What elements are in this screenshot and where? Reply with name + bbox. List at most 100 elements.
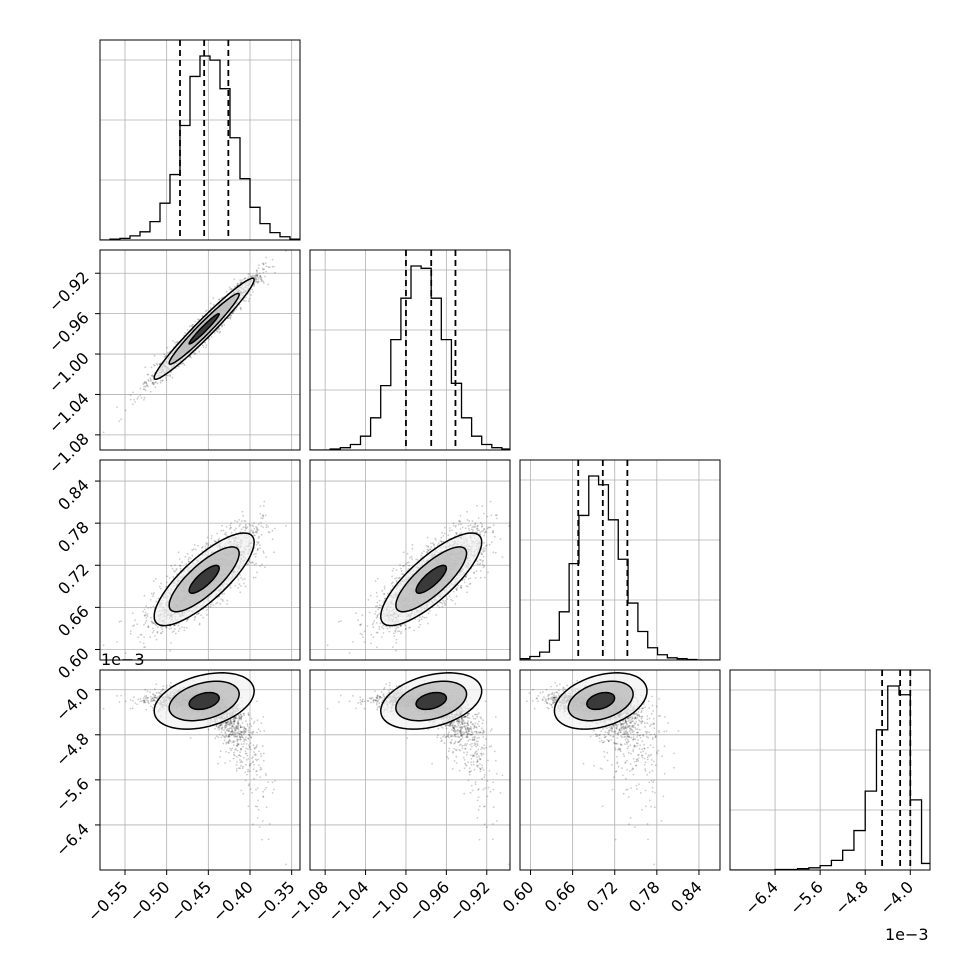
- sample-point: [212, 297, 215, 299]
- sample-point: [120, 620, 123, 622]
- sample-point: [191, 549, 194, 552]
- sample-point: [144, 366, 147, 369]
- sample-point: [116, 641, 118, 643]
- sample-point: [152, 383, 155, 386]
- sample-point: [152, 627, 154, 630]
- sample-point: [255, 562, 257, 565]
- sample-point: [264, 275, 266, 278]
- sample-point: [193, 353, 196, 356]
- sample-point: [262, 514, 265, 516]
- sample-point: [262, 263, 265, 266]
- sample-point: [259, 565, 262, 567]
- sample-point: [243, 278, 246, 280]
- sample-point: [169, 375, 172, 378]
- sample-point: [145, 382, 148, 384]
- sample-point: [217, 328, 220, 331]
- sample-point: [257, 529, 259, 532]
- sample-point: [145, 382, 148, 385]
- sample-point: [260, 525, 263, 527]
- sample-point: [178, 365, 180, 368]
- sample-point: [256, 275, 259, 277]
- sample-point: [204, 310, 207, 313]
- sample-point: [244, 526, 247, 529]
- sample-point: [257, 523, 260, 526]
- panel-2-0: 0.600.660.720.780.84: [54, 459, 301, 682]
- panel-1-1: [309, 249, 511, 451]
- sample-point: [237, 586, 240, 589]
- sample-point: [252, 530, 254, 532]
- sample-point: [240, 520, 243, 522]
- sample-point: [216, 330, 219, 333]
- sample-point: [149, 598, 152, 601]
- sample-point: [256, 281, 259, 284]
- sample-point: [236, 520, 239, 523]
- sample-point: [153, 622, 156, 625]
- sample-point: [252, 291, 254, 293]
- sample-point: [271, 529, 274, 532]
- sample-point: [213, 539, 216, 542]
- sample-point: [134, 619, 137, 622]
- sample-point: [259, 275, 262, 278]
- sample-point: [147, 373, 150, 376]
- sample-point: [156, 363, 159, 366]
- sample-point: [154, 364, 156, 367]
- sample-point: [172, 575, 175, 578]
- sample-point: [274, 527, 276, 530]
- sample-point: [198, 622, 201, 625]
- sample-point: [188, 556, 191, 559]
- sample-point: [265, 265, 268, 268]
- sample-point: [219, 330, 222, 333]
- sample-point: [267, 266, 270, 269]
- sample-point: [178, 558, 181, 560]
- sample-point: [247, 273, 250, 276]
- sample-point: [160, 632, 163, 634]
- sample-point: [248, 523, 251, 526]
- sample-point: [261, 514, 264, 517]
- sample-point: [147, 385, 149, 388]
- sample-point: [238, 525, 241, 528]
- sample-point: [256, 548, 259, 550]
- sample-point: [268, 531, 271, 534]
- sample-point: [265, 256, 268, 259]
- sample-point: [253, 534, 255, 537]
- sample-point: [151, 374, 154, 377]
- sample-point: [194, 352, 197, 355]
- sample-point: [226, 603, 228, 605]
- sample-point: [248, 273, 251, 275]
- sample-point: [204, 341, 207, 344]
- sample-point: [190, 356, 192, 359]
- sample-point: [198, 623, 201, 626]
- sample-point: [149, 636, 152, 638]
- sample-point: [212, 604, 215, 606]
- sample-point: [239, 523, 242, 526]
- sample-point: [186, 619, 189, 621]
- sample-point: [255, 277, 257, 280]
- panel-1-0: −1.08−1.04−1.00−0.96−0.92: [45, 249, 301, 477]
- sample-point: [237, 283, 240, 285]
- sample-point: [255, 543, 258, 546]
- sample-point: [242, 526, 245, 529]
- sample-point: [189, 355, 192, 358]
- sample-point: [145, 614, 148, 616]
- sample-point: [230, 526, 232, 529]
- sample-point: [259, 274, 262, 277]
- sample-point: [253, 276, 256, 278]
- sample-point: [230, 531, 233, 534]
- sample-point: [256, 276, 259, 278]
- sample-point: [223, 592, 226, 595]
- sample-point: [124, 409, 127, 412]
- sample-point: [239, 282, 242, 284]
- sample-point: [243, 299, 246, 302]
- sample-point: [167, 351, 169, 354]
- sample-point: [238, 583, 241, 586]
- sample-point: [230, 288, 233, 291]
- sample-point: [183, 629, 186, 632]
- sample-point: [132, 391, 134, 394]
- sample-point: [208, 338, 211, 341]
- sample-point: [156, 626, 159, 628]
- sample-point: [153, 382, 155, 385]
- sample-point: [139, 394, 142, 397]
- sample-point: [225, 533, 227, 536]
- sample-point: [150, 378, 152, 381]
- sample-point: [267, 531, 270, 533]
